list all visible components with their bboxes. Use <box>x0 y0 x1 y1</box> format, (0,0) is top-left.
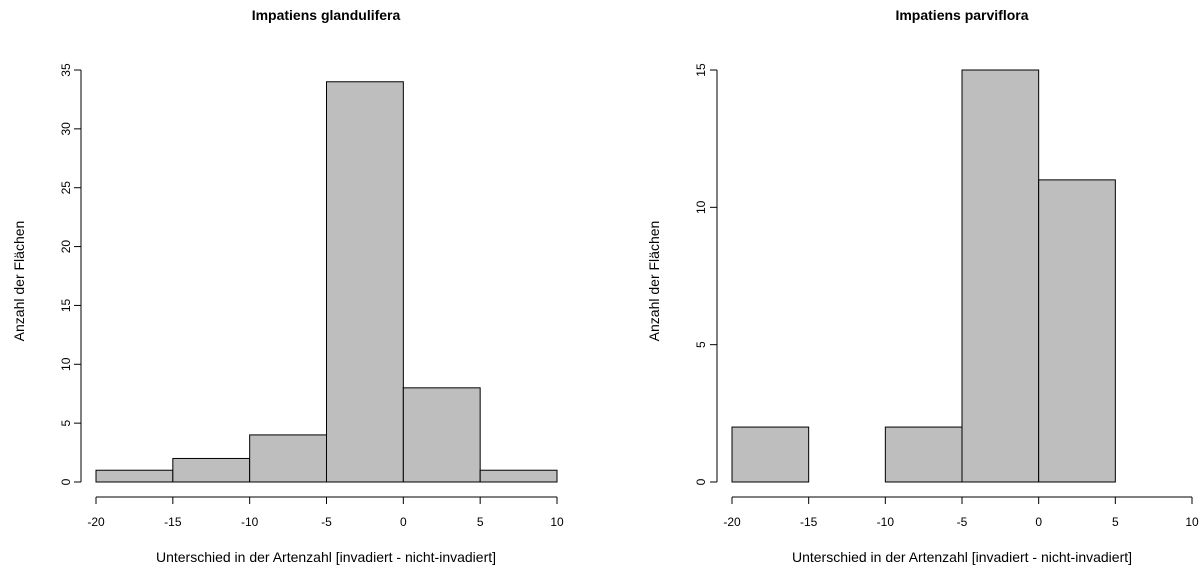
y-tick-label: 10 <box>694 200 708 214</box>
histogram-panel-parviflora: -20 -15 -10 -5 0 5 10 0 5 10 15 Impatiens parviflor… <box>646 7 1199 565</box>
x-tick-label: 0 <box>400 515 407 529</box>
x-tick-label: 0 <box>1035 515 1042 529</box>
x-tick-label: -15 <box>800 515 818 529</box>
histogram-bar <box>731 426 810 483</box>
histogram-bar <box>95 469 174 483</box>
y-tick-label: 15 <box>59 298 73 312</box>
histogram-bar <box>1038 179 1116 483</box>
histogram-bar <box>884 426 963 483</box>
x-tick-label: -5 <box>957 515 968 529</box>
x-axis-label: Unterschied in der Artenzahl [invadiert … <box>156 549 496 565</box>
x-tick-label: 5 <box>1112 515 1119 529</box>
y-tick-label: 0 <box>694 478 708 485</box>
y-tick-label: 0 <box>59 478 73 485</box>
y-axis-label: Anzahl der Flächen <box>11 221 27 342</box>
histogram-bar <box>326 81 404 483</box>
y-tick-label: 35 <box>59 63 73 77</box>
x-tick-label: 5 <box>477 515 484 529</box>
y-tick-label: 25 <box>59 181 73 195</box>
y-tick-label: 10 <box>59 357 73 371</box>
y-tick-label: 5 <box>694 341 708 348</box>
y-tick-label: 30 <box>59 122 73 136</box>
x-tick-label: -20 <box>723 515 741 529</box>
x-tick-label: -5 <box>321 515 332 529</box>
histogram-bar <box>172 457 251 483</box>
x-tick-label: 10 <box>550 515 564 529</box>
histogram-bar <box>249 434 328 483</box>
chart-title: Impatiens parviflora <box>895 7 1028 23</box>
y-tick-label: 20 <box>59 240 73 254</box>
y-tick-label: 15 <box>694 63 708 77</box>
histogram-bar <box>961 69 1040 483</box>
x-tick-label: -10 <box>241 515 259 529</box>
histogram-panel-glandulifera: -20 -15 -10 -5 0 5 10 0 5 10 15 20 25 30 35 Impatiens g… <box>11 7 564 565</box>
y-tick-label: 5 <box>59 419 73 426</box>
histogram-bar <box>479 469 558 483</box>
x-tick-label: -20 <box>87 515 105 529</box>
x-tick-label: 10 <box>1185 515 1199 529</box>
chart-title: Impatiens glandulifera <box>252 7 401 23</box>
x-tick-label: -15 <box>164 515 182 529</box>
x-axis-label: Unterschied in der Artenzahl [invadiert … <box>792 549 1132 565</box>
histogram-bar <box>402 387 481 483</box>
y-axis-label: Anzahl der Flächen <box>646 221 662 342</box>
x-tick-label: -10 <box>877 515 895 529</box>
